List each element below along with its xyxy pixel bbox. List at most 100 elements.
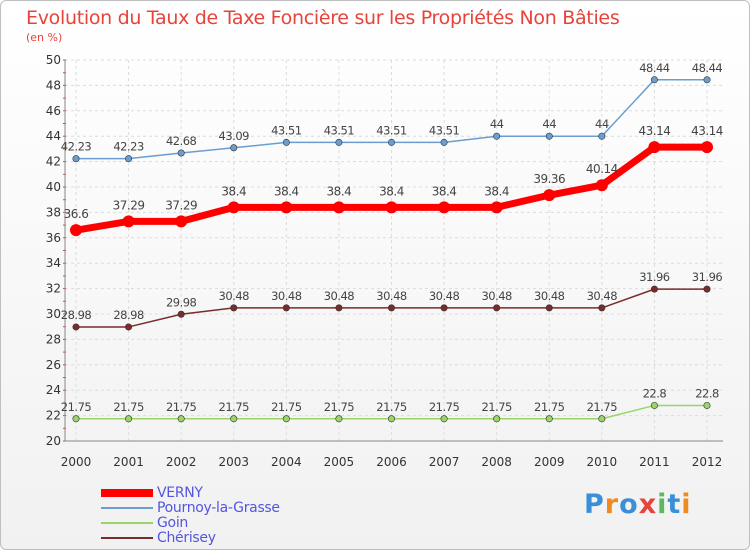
data-point — [387, 138, 395, 146]
data-point — [387, 415, 395, 423]
data-label: 37.29 — [165, 198, 197, 212]
data-label: 38.4 — [327, 184, 352, 198]
logo-letter: o — [619, 489, 639, 520]
chart-unit-label: (en %) — [26, 31, 63, 44]
data-point — [280, 201, 293, 214]
x-tick-label: 2012 — [692, 455, 723, 469]
data-label: 42.68 — [166, 134, 197, 148]
y-tick-label: 32 — [46, 282, 61, 296]
logo-letter: r — [604, 489, 620, 520]
data-label: 48.44 — [692, 61, 723, 75]
data-point — [230, 415, 238, 423]
legend-label: Chérisey — [157, 529, 216, 546]
y-tick-label: 26 — [46, 358, 61, 372]
data-label: 44 — [542, 117, 556, 131]
data-point — [490, 201, 503, 214]
legend-label: Pournoy-la-Grasse — [157, 499, 280, 516]
data-point — [177, 149, 185, 157]
legend-item: VERNY — [101, 485, 280, 501]
data-label: 31.96 — [692, 270, 723, 284]
data-label: 21.75 — [219, 400, 250, 414]
data-point — [177, 310, 185, 318]
data-label: 30.48 — [219, 289, 250, 303]
data-label: 21.75 — [271, 400, 302, 414]
data-label: 29.98 — [166, 295, 197, 309]
data-label: 43.14 — [691, 124, 723, 138]
data-label: 30.48 — [324, 289, 355, 303]
legend-swatch — [101, 521, 153, 524]
data-label: 21.75 — [376, 400, 407, 414]
data-label: 21.75 — [324, 400, 355, 414]
data-point — [493, 304, 501, 312]
data-label: 28.98 — [113, 308, 144, 322]
legend-item: Pournoy-la-Grasse — [101, 499, 280, 516]
x-tick-label: 2007 — [429, 455, 460, 469]
y-tick-label: 22 — [46, 409, 61, 423]
data-point — [282, 415, 290, 423]
x-tick-label: 2008 — [481, 455, 512, 469]
y-tick-label: 48 — [46, 78, 61, 92]
legend-swatch — [101, 506, 153, 509]
data-label: 43.51 — [376, 123, 407, 137]
data-label: 28.98 — [61, 308, 92, 322]
data-label: 30.48 — [587, 289, 618, 303]
data-point — [543, 189, 556, 202]
x-tick-label: 2005 — [324, 455, 355, 469]
data-label: 30.48 — [481, 289, 512, 303]
data-label: 21.75 — [113, 400, 144, 414]
logo-letter: P — [584, 489, 605, 520]
series-layer — [70, 76, 713, 423]
data-point — [125, 415, 133, 423]
data-point — [595, 179, 608, 192]
data-label: 21.75 — [534, 400, 565, 414]
x-tick-label: 2009 — [534, 455, 565, 469]
data-label: 39.36 — [533, 172, 565, 186]
x-tick-label: 2000 — [61, 455, 92, 469]
data-point — [703, 76, 711, 84]
data-label: 21.75 — [481, 400, 512, 414]
data-label: 30.48 — [271, 289, 302, 303]
data-label: 36.6 — [64, 207, 89, 221]
y-tick-label: 34 — [46, 256, 61, 270]
x-tick-label: 2002 — [166, 455, 197, 469]
data-label: 31.96 — [639, 270, 670, 284]
data-label: 48.44 — [639, 61, 670, 75]
data-point — [703, 285, 711, 293]
y-tick-label: 24 — [46, 383, 61, 397]
data-point — [703, 401, 711, 409]
data-label: 38.4 — [484, 184, 509, 198]
x-tick-label: 2010 — [587, 455, 618, 469]
legend-swatch — [101, 488, 153, 497]
logo-letter: i — [681, 489, 692, 520]
data-point — [282, 138, 290, 146]
y-tick-label: 36 — [46, 231, 61, 245]
legend-item: Chérisey — [101, 529, 280, 546]
legend-label: Goin — [157, 514, 188, 531]
data-label: 30.48 — [429, 289, 460, 303]
y-tick-label: 38 — [46, 205, 61, 219]
data-label: 38.4 — [379, 184, 404, 198]
y-tick-label: 50 — [46, 53, 61, 67]
data-point — [282, 304, 290, 312]
y-tick-label: 42 — [46, 155, 61, 169]
data-point — [545, 304, 553, 312]
y-tick-label: 28 — [46, 332, 61, 346]
data-label: 40.14 — [586, 162, 618, 176]
grid-layer — [65, 59, 723, 442]
data-point — [125, 323, 133, 331]
data-label: 38.4 — [221, 184, 246, 198]
data-label: 42.23 — [113, 140, 144, 154]
data-point — [385, 201, 398, 214]
data-point — [177, 415, 185, 423]
data-point — [440, 304, 448, 312]
data-point — [650, 401, 658, 409]
data-label: 44 — [490, 117, 504, 131]
data-label: 37.29 — [113, 198, 145, 212]
data-point — [72, 155, 80, 163]
x-tick-label: 2006 — [376, 455, 407, 469]
logo-letter: i — [657, 489, 668, 520]
data-label: 22.8 — [643, 386, 667, 400]
data-point — [175, 215, 188, 228]
data-point — [493, 132, 501, 140]
